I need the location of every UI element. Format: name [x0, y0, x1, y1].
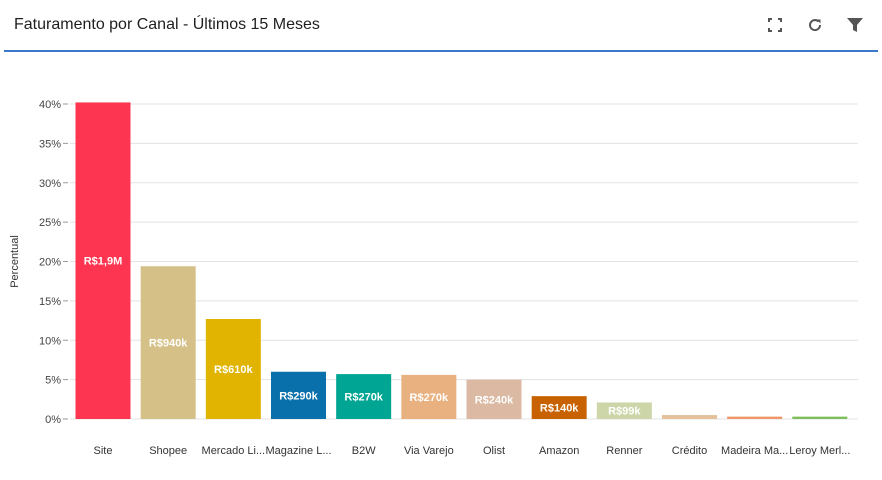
y-tick-label: 35% [39, 138, 61, 150]
y-tick-label: 10% [39, 335, 61, 347]
bar-data-label: R$610k [214, 364, 253, 376]
y-tick-label: 25% [39, 217, 61, 229]
x-category-label: Site [94, 445, 113, 457]
bar-data-label: R$270k [410, 392, 449, 404]
bar-data-label: R$1,9M [84, 256, 123, 268]
x-category-label: Crédito [672, 445, 707, 457]
y-tick-label: 30% [39, 178, 61, 190]
bar-data-label: R$290k [279, 390, 318, 402]
bar[interactable] [271, 371, 326, 419]
y-axis-title: Percentual [9, 235, 21, 288]
y-tick-label: 15% [39, 296, 61, 308]
x-category-label: Amazon [539, 445, 579, 457]
chart-toolbar [762, 12, 868, 38]
bar-data-label: R$240k [475, 394, 514, 406]
bar[interactable] [336, 374, 392, 419]
y-tick-label: 5% [45, 375, 61, 387]
bar[interactable] [531, 396, 587, 419]
x-category-label: Renner [606, 445, 642, 457]
x-category-label: Magazine L... [265, 445, 331, 457]
bar-chart: 0% 5% 10% 15% 20% 25% 30% 35% 40% Percentual R$1,9… [9, 99, 858, 457]
bar[interactable] [205, 318, 261, 419]
x-category-label: Madeira Ma... [721, 445, 788, 457]
x-category-label: Olist [483, 445, 505, 457]
bar[interactable] [792, 416, 848, 419]
fullscreen-icon[interactable] [762, 12, 788, 38]
y-tick-label: 40% [39, 99, 61, 111]
x-category-label: Via Varejo [404, 445, 454, 457]
bar-data-label: R$270k [344, 392, 383, 404]
bar[interactable] [727, 416, 783, 419]
bar[interactable] [140, 266, 196, 419]
refresh-icon[interactable] [802, 12, 828, 38]
x-category-label: Leroy Merl... [789, 445, 850, 457]
x-category-label: B2W [352, 445, 376, 457]
y-tick-label: 0% [45, 414, 61, 426]
chart-title: Faturamento por Canal - Últimos 15 Meses [14, 16, 320, 33]
bar[interactable] [596, 402, 652, 419]
bar-data-label: R$99k [608, 406, 641, 418]
x-category-label: Shopee [149, 445, 187, 457]
chart-header: Faturamento por Canal - Últimos 15 Meses [4, 0, 878, 52]
bar[interactable] [466, 379, 522, 419]
bar[interactable] [662, 415, 717, 419]
y-tick-label: 20% [39, 257, 61, 269]
bar-data-label: R$940k [149, 338, 188, 350]
bar[interactable] [75, 102, 131, 420]
bar[interactable] [401, 374, 457, 419]
filter-icon[interactable] [842, 12, 868, 38]
bar-data-label: R$140k [540, 403, 579, 415]
x-category-label: Mercado Li... [202, 445, 266, 457]
